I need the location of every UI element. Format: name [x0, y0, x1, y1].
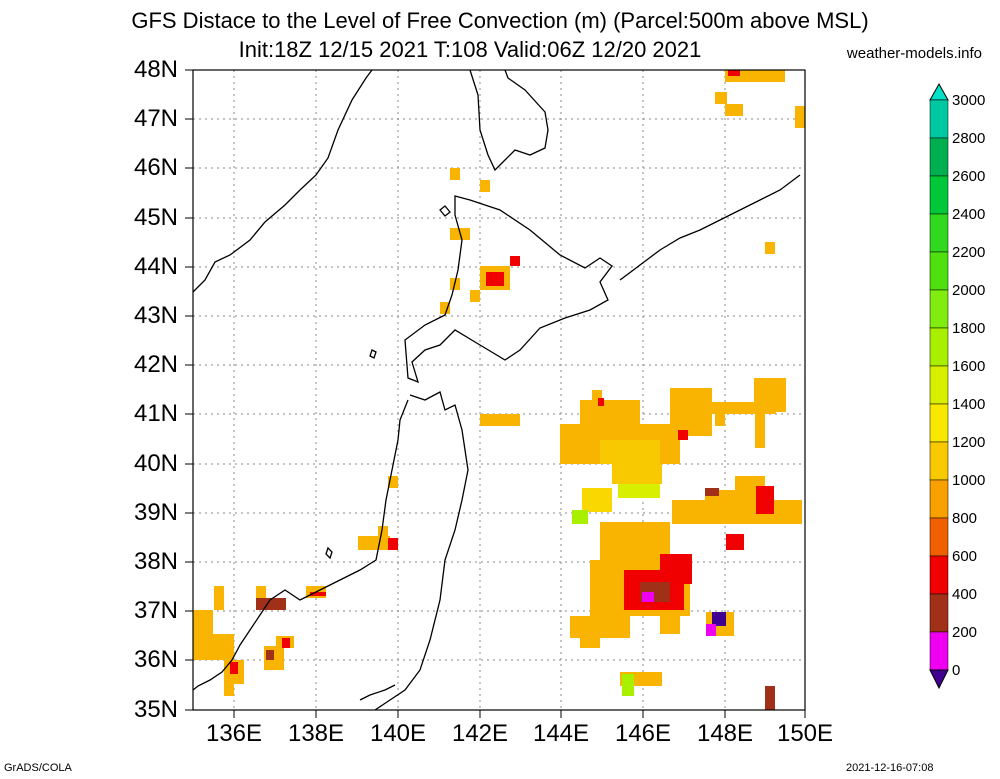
lon-label: 144E — [532, 720, 590, 747]
lat-label: 35N — [133, 696, 178, 723]
map-frame — [192, 69, 806, 711]
lat-label: 36N — [133, 646, 178, 673]
colorbar-label: 1200 — [952, 434, 986, 451]
lat-label: 47N — [133, 105, 178, 132]
lat-label: 37N — [133, 597, 178, 624]
lat-label: 41N — [133, 400, 178, 427]
colorbar-label: 200 — [952, 624, 978, 641]
site-label: weather-models.info — [846, 45, 982, 62]
map-area — [192, 69, 806, 711]
lat-label: 44N — [133, 253, 178, 280]
footer-left: GrADS/COLA — [4, 762, 72, 774]
colorbar-label: 800 — [952, 510, 978, 527]
colorbar-label: 1000 — [952, 472, 986, 489]
colorbar-label: 2400 — [952, 206, 986, 223]
lon-label: 146E — [614, 720, 672, 747]
colorbar-label: 2800 — [952, 130, 986, 147]
colorbar-label: 400 — [952, 586, 978, 603]
chart-subtitle: Init:18Z 12/15 2021 T:108 Valid:06Z 12/2… — [238, 37, 702, 62]
lat-label: 39N — [133, 499, 178, 526]
colorbar-label: 3000 — [952, 92, 986, 109]
lon-label: 148E — [696, 720, 754, 747]
lat-label: 43N — [133, 302, 178, 329]
colorbar-label: 0 — [952, 662, 961, 679]
colorbar — [929, 82, 949, 690]
lon-label: 138E — [287, 720, 345, 747]
lat-label: 38N — [133, 548, 178, 575]
lon-label: 142E — [451, 720, 509, 747]
colorbar-label: 1800 — [952, 320, 986, 337]
lat-label: 48N — [133, 56, 178, 83]
lon-label: 140E — [369, 720, 427, 747]
chart-title: GFS Distace to the Level of Free Convect… — [131, 8, 869, 33]
lon-label: 150E — [776, 720, 834, 747]
colorbar-label: 2600 — [952, 168, 986, 185]
lat-label: 40N — [133, 450, 178, 477]
colorbar-label: 2200 — [952, 244, 986, 261]
lat-label: 46N — [133, 154, 178, 181]
axis-ticks — [185, 69, 806, 718]
colorbar-label: 1600 — [952, 358, 986, 375]
colorbar-label: 600 — [952, 548, 978, 565]
colorbar-label: 2000 — [952, 282, 986, 299]
lat-label: 42N — [133, 351, 178, 378]
coastlines — [192, 69, 801, 711]
lon-label: 136E — [205, 720, 263, 747]
footer-right: 2021-12-16-07:08 — [846, 762, 934, 774]
colorbar-label: 1400 — [952, 396, 986, 413]
lat-label: 45N — [133, 204, 178, 231]
